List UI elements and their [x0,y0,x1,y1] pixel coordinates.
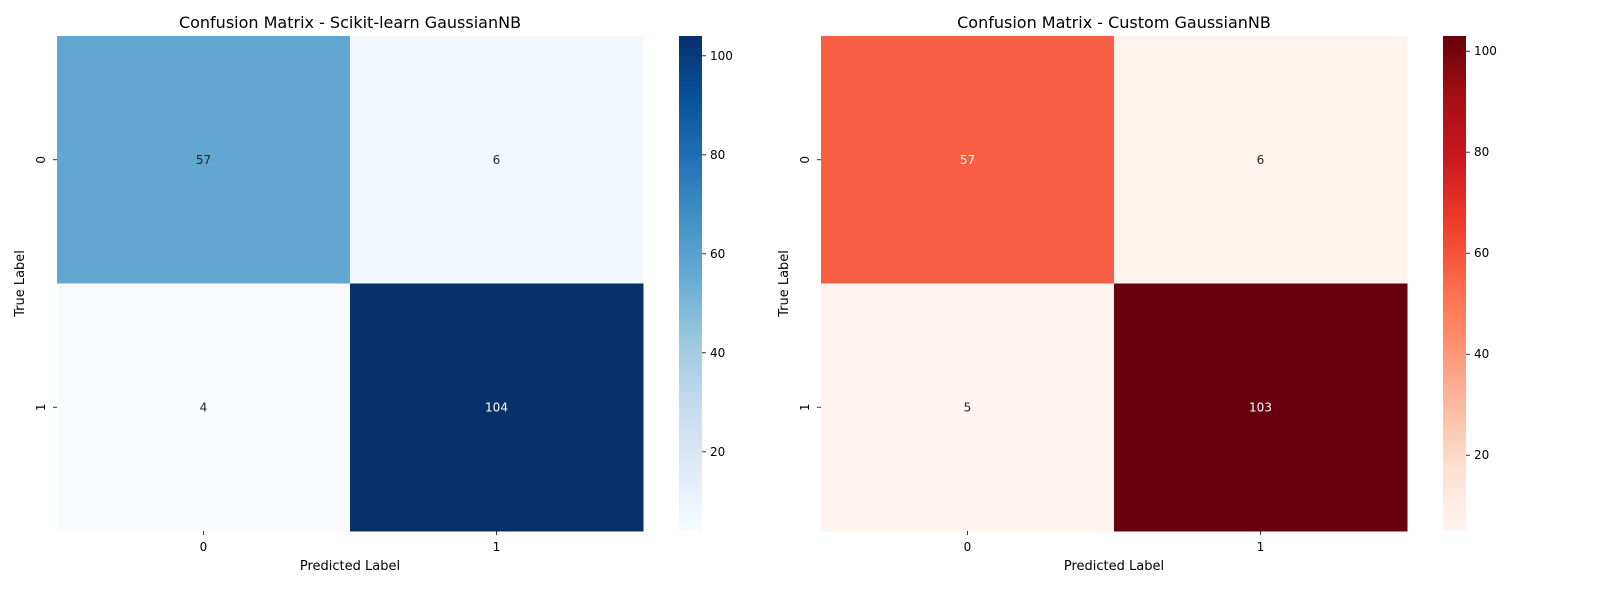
y-axis-label: True Label [13,250,28,318]
chart-title: Confusion Matrix - Custom GaussianNB [957,13,1271,32]
colorbar-tick-label: 60 [710,247,725,261]
x-axis-label: Predicted Label [1064,559,1164,574]
heatmap-panel-1: Confusion Matrix - Scikit-learn Gaussian… [13,13,733,574]
heatmap-panel-2: Confusion Matrix - Custom GaussianNB 57 6 5… [777,13,1497,574]
heatmap-cell-r1-c0 [57,283,351,532]
colorbar-tick-label: 80 [1474,145,1489,159]
x-tick-label: 1 [1257,540,1265,554]
heatmap-cell-r0-c0 [57,36,351,284]
colorbar [679,36,702,531]
colorbar-tick-label: 80 [710,148,725,162]
cell-value-label: 6 [493,153,501,167]
cell-value-label: 104 [485,400,508,414]
colorbar-tick-label: 60 [1474,246,1489,260]
y-tick-label: 0 [798,156,812,164]
colorbar [1443,36,1466,531]
cell-value-label: 5 [964,400,972,414]
colorbar-tick-label: 100 [1474,44,1497,58]
colorbar-tick-label: 20 [1474,448,1489,462]
heatmap-cell-r0-c1 [1114,36,1408,284]
y-tick-label: 1 [798,403,812,411]
heatmap-cell-r1-c1 [350,283,644,532]
y-tick-label: 1 [34,403,48,411]
heatmap-cell-r1-c1 [1114,283,1408,532]
cell-value-label: 57 [960,153,975,167]
cell-value-label: 4 [200,400,208,414]
colorbar-tick-label: 40 [1474,347,1489,361]
colorbar-tick-label: 100 [710,49,733,63]
x-tick-label: 0 [200,540,208,554]
cell-value-label: 103 [1249,400,1272,414]
cell-value-label: 6 [1257,153,1265,167]
cell-value-label: 57 [196,153,211,167]
y-axis-label: True Label [777,250,792,318]
colorbar-tick-label: 40 [710,346,725,360]
heatmap-cell-r1-c0 [821,283,1115,532]
x-tick-label: 0 [964,540,972,554]
y-tick-label: 0 [34,156,48,164]
heatmap-cell-r0-c0 [821,36,1115,284]
x-tick-label: 1 [493,540,501,554]
chart-title: Confusion Matrix - Scikit-learn Gaussian… [179,13,521,32]
x-axis-label: Predicted Label [300,559,400,574]
colorbar-tick-label: 20 [710,445,725,459]
heatmap-cell-r0-c1 [350,36,644,284]
